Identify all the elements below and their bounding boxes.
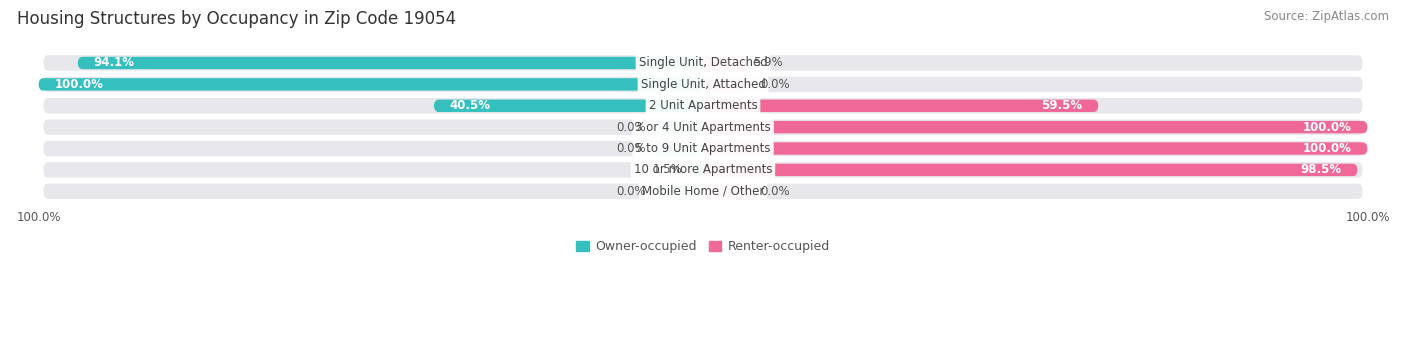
FancyBboxPatch shape	[42, 140, 1364, 157]
Text: 1.5%: 1.5%	[652, 163, 682, 176]
FancyBboxPatch shape	[703, 57, 742, 69]
Text: 40.5%: 40.5%	[450, 99, 491, 112]
Text: Single Unit, Detached: Single Unit, Detached	[638, 57, 768, 70]
FancyBboxPatch shape	[434, 100, 703, 112]
Text: 100.0%: 100.0%	[55, 78, 103, 91]
Text: 0.0%: 0.0%	[761, 185, 790, 198]
FancyBboxPatch shape	[693, 164, 703, 176]
FancyBboxPatch shape	[703, 78, 749, 91]
Text: 0.0%: 0.0%	[616, 185, 645, 198]
Text: Mobile Home / Other: Mobile Home / Other	[641, 185, 765, 198]
FancyBboxPatch shape	[657, 142, 703, 155]
FancyBboxPatch shape	[42, 54, 1364, 72]
FancyBboxPatch shape	[42, 97, 1364, 115]
Text: 10 or more Apartments: 10 or more Apartments	[634, 163, 772, 176]
Text: 94.1%: 94.1%	[94, 57, 135, 70]
Text: 100.0%: 100.0%	[1303, 142, 1351, 155]
FancyBboxPatch shape	[657, 121, 703, 133]
FancyBboxPatch shape	[703, 142, 1368, 155]
Text: 3 or 4 Unit Apartments: 3 or 4 Unit Apartments	[636, 121, 770, 134]
FancyBboxPatch shape	[42, 161, 1364, 179]
Text: 2 Unit Apartments: 2 Unit Apartments	[648, 99, 758, 112]
Text: 98.5%: 98.5%	[1301, 163, 1341, 176]
Text: 0.0%: 0.0%	[616, 142, 645, 155]
Text: Housing Structures by Occupancy in Zip Code 19054: Housing Structures by Occupancy in Zip C…	[17, 10, 456, 28]
Text: Source: ZipAtlas.com: Source: ZipAtlas.com	[1264, 10, 1389, 23]
Text: 59.5%: 59.5%	[1042, 99, 1083, 112]
FancyBboxPatch shape	[77, 57, 703, 69]
FancyBboxPatch shape	[42, 76, 1364, 93]
Legend: Owner-occupied, Renter-occupied: Owner-occupied, Renter-occupied	[571, 235, 835, 258]
Text: 0.0%: 0.0%	[761, 78, 790, 91]
FancyBboxPatch shape	[42, 118, 1364, 136]
FancyBboxPatch shape	[657, 185, 703, 197]
FancyBboxPatch shape	[703, 164, 1358, 176]
FancyBboxPatch shape	[38, 78, 703, 91]
Text: 5 to 9 Unit Apartments: 5 to 9 Unit Apartments	[636, 142, 770, 155]
Text: 0.0%: 0.0%	[616, 121, 645, 134]
FancyBboxPatch shape	[703, 100, 1098, 112]
FancyBboxPatch shape	[703, 121, 1368, 133]
FancyBboxPatch shape	[703, 185, 749, 197]
FancyBboxPatch shape	[42, 182, 1364, 200]
Text: 5.9%: 5.9%	[752, 57, 783, 70]
Text: Single Unit, Attached: Single Unit, Attached	[641, 78, 765, 91]
Text: 100.0%: 100.0%	[1303, 121, 1351, 134]
